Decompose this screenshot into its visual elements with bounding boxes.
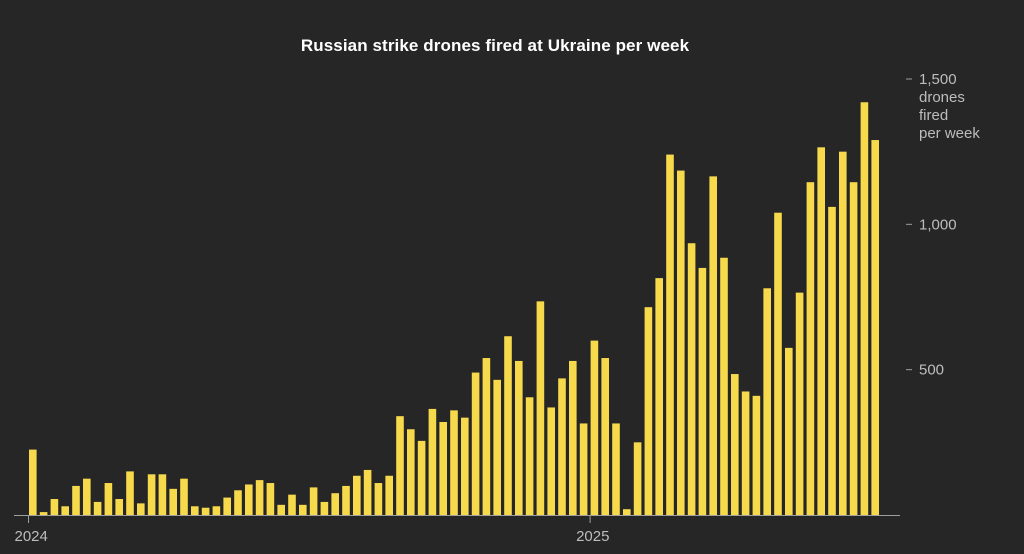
bar — [785, 347, 793, 515]
bar — [461, 417, 469, 515]
bar — [288, 494, 296, 515]
bar — [234, 490, 242, 515]
bar — [428, 408, 437, 515]
bar — [763, 288, 771, 515]
bar — [439, 421, 447, 515]
bar — [342, 485, 350, 515]
x-tick-label: 2024 — [15, 528, 48, 545]
bar — [720, 257, 728, 515]
bar — [191, 506, 199, 515]
bar — [277, 504, 285, 515]
bar — [655, 278, 663, 515]
bar — [407, 429, 415, 515]
chart-title: Russian strike drones fired at Ukraine p… — [300, 36, 690, 55]
bar — [158, 474, 167, 515]
bar — [482, 358, 491, 515]
bar — [569, 360, 577, 515]
bar — [83, 478, 91, 515]
y-axis-unit-label: fired — [919, 107, 948, 124]
bar — [180, 478, 188, 515]
bar — [72, 485, 80, 515]
bar — [245, 484, 253, 515]
bar — [644, 307, 653, 515]
y-tick-label: 500 — [919, 362, 944, 379]
bar — [385, 475, 393, 515]
bar — [93, 501, 102, 515]
bar — [396, 416, 404, 515]
bar — [547, 407, 555, 515]
bar — [731, 374, 739, 515]
bar — [353, 475, 361, 515]
bar — [104, 483, 113, 515]
bar — [741, 391, 750, 515]
bar — [698, 267, 707, 515]
bar — [774, 212, 782, 515]
x-tick-label: 2025 — [576, 528, 609, 545]
bar — [828, 206, 836, 515]
bar — [623, 509, 631, 515]
bar — [39, 512, 48, 515]
bar — [50, 499, 59, 515]
bar — [374, 483, 383, 515]
bar — [612, 423, 620, 515]
y-axis-unit-label: per week — [919, 125, 980, 142]
bar — [579, 423, 588, 515]
bar — [29, 449, 37, 515]
bar — [590, 340, 599, 515]
bar — [871, 140, 879, 516]
bar — [709, 176, 717, 515]
bar — [137, 503, 145, 515]
bar — [299, 504, 307, 515]
bar — [817, 147, 825, 515]
bar — [255, 480, 264, 515]
bar — [687, 243, 696, 516]
bar — [666, 154, 674, 515]
bar — [266, 483, 275, 515]
bar — [493, 379, 501, 515]
bar — [363, 469, 372, 515]
bar — [849, 182, 858, 515]
bar — [471, 372, 480, 515]
bar — [320, 501, 329, 515]
bar — [169, 488, 177, 515]
bar — [309, 487, 318, 515]
bar — [677, 170, 685, 515]
bar — [558, 378, 566, 515]
bar — [515, 360, 523, 515]
bar — [795, 292, 804, 515]
bar — [115, 499, 123, 515]
bar — [525, 397, 534, 515]
bar — [633, 442, 642, 515]
bar — [839, 151, 847, 516]
bar — [147, 474, 156, 515]
bar — [806, 182, 815, 515]
bar — [752, 395, 761, 515]
bar — [536, 301, 545, 515]
bar — [61, 506, 69, 515]
bar — [126, 471, 134, 515]
bar — [860, 102, 869, 515]
bar — [450, 410, 458, 515]
bar — [331, 493, 339, 515]
bars-group — [29, 102, 879, 516]
y-axis-unit-label: drones — [919, 89, 965, 106]
bar — [201, 507, 210, 515]
y-tick-label: 1,000 — [919, 216, 957, 233]
bar — [212, 506, 221, 515]
y-tick-label: 1,500 — [919, 71, 957, 88]
bar — [417, 440, 426, 515]
bar — [504, 336, 512, 515]
bar — [601, 358, 609, 515]
bar — [223, 497, 231, 515]
